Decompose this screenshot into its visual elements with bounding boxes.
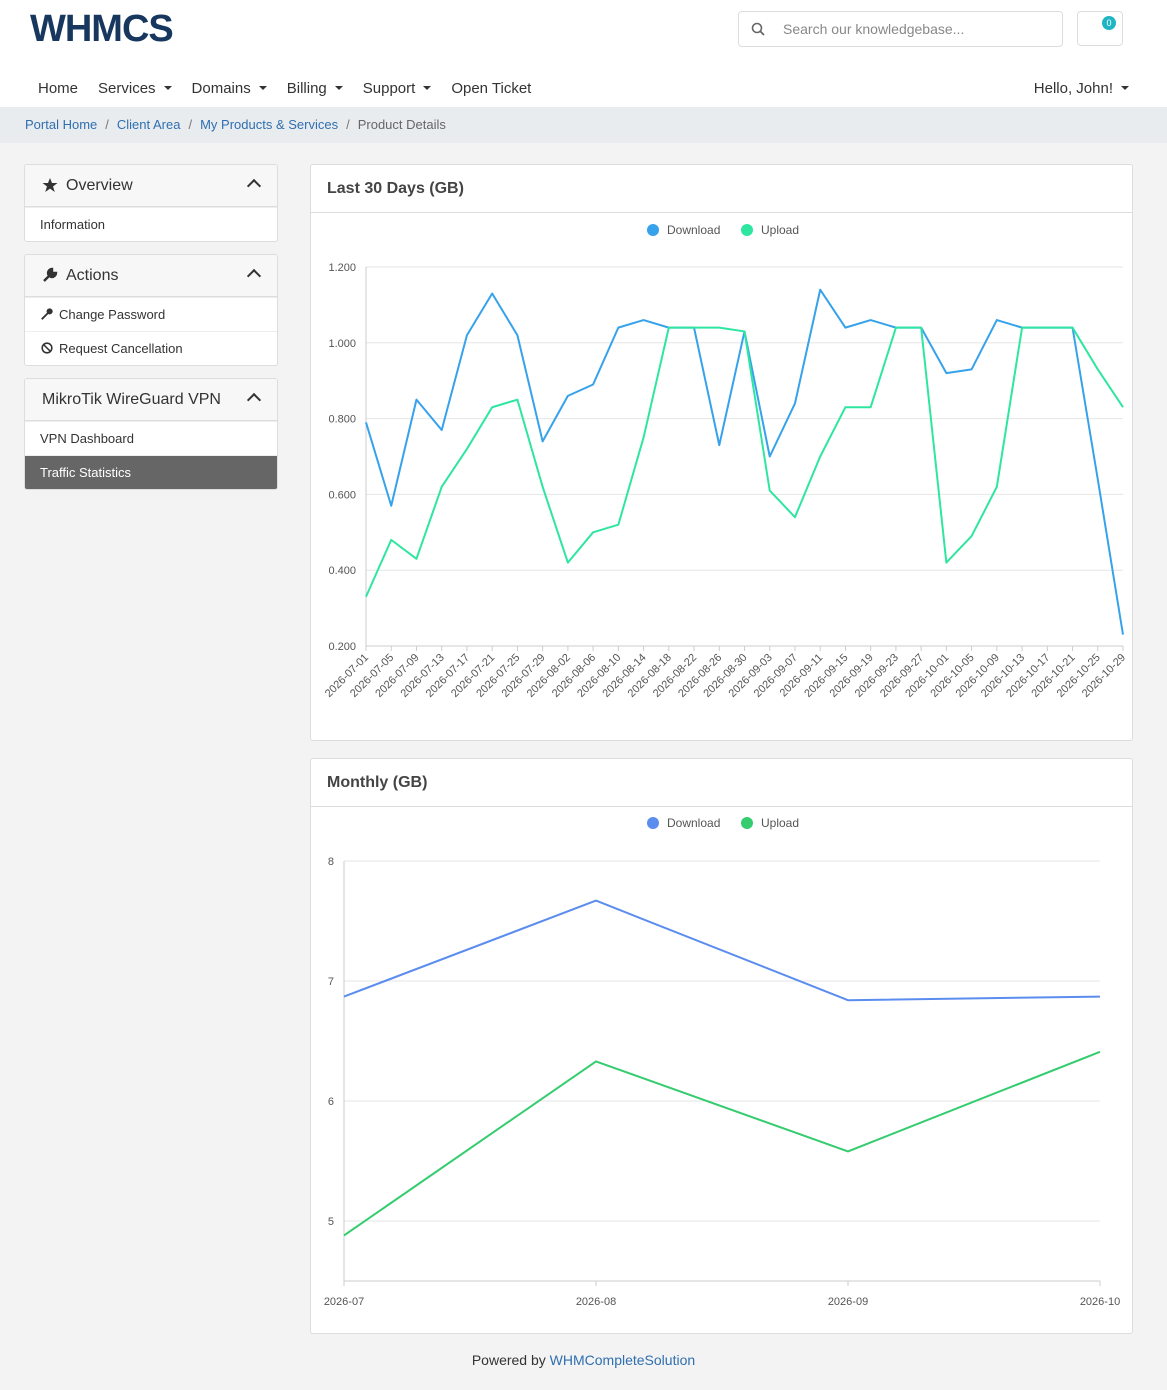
panel-title: MikroTik WireGuard VPN [42,391,221,408]
search-placeholder: Search our knowledgebase... [783,21,965,37]
y-tick-label: 0.400 [328,565,356,577]
breadcrumb-item[interactable]: My Products & Services [180,117,338,143]
collapse-chevron [246,392,262,408]
x-tick-label: 2026-07 [324,1296,364,1308]
nav-item[interactable]: Services [88,78,182,100]
item-label: Change Password [59,307,166,322]
user-menu[interactable]: Hello, John! [1034,78,1129,100]
breadcrumb-item[interactable]: Portal Home [25,117,98,132]
item-label: Information [40,217,106,232]
chart: 5 6 7 8 2026-07 2026-08 2026-09 2026-10 Download… [324,816,1120,1308]
panel-title: Actions [66,267,119,284]
star-icon [42,178,58,192]
search-box[interactable]: Search our knowledgebase... [738,11,1063,47]
wrench-icon [43,267,58,282]
ban-icon [41,342,53,354]
collapse-chevron [246,268,262,284]
item-label: VPN Dashboard [40,431,134,446]
legend-label: Upload [761,223,799,237]
sidebar-panel: MikroTik WireGuard VPN VPN Dashboard Traff… [24,378,278,490]
cart-button[interactable]: 0 [1077,11,1123,46]
y-tick-label: 5 [328,1216,334,1228]
card-title: Last 30 Days (GB) [311,165,1132,213]
legend-swatch [647,224,659,236]
footer-text: Powered by [471,1352,546,1368]
panel-header[interactable]: MikroTik WireGuard VPN [25,379,277,421]
panel-header[interactable]: Overview [25,165,277,207]
header: WHMCS Search our knowledgebase... 0 Home… [0,0,1167,107]
nav-item[interactable]: Support [353,78,442,100]
x-tick-label: 2026-08 [576,1296,616,1308]
panel-item[interactable]: VPN Dashboard [25,421,277,455]
panel-item[interactable]: Request Cancellation [25,331,277,365]
data-line [343,1050,1101,1237]
data-line [365,326,1124,598]
legend-label: Download [667,816,720,830]
collapse-chevron [246,178,262,194]
breadcrumb: Portal HomeClient AreaMy Products & Serv… [0,107,1167,143]
panel-title: Overview [66,177,133,194]
search-icon [751,22,765,36]
sidebar-panel: Overview Information [24,164,278,242]
breadcrumb-item: Product Details [338,117,446,143]
user-label: Hello, John! [1033,80,1113,97]
y-tick-label: 7 [328,976,334,988]
y-tick-label: 0.600 [328,489,356,501]
footer: Powered by WHMCompleteSolution [0,1352,1167,1368]
data-line [365,288,1124,635]
y-tick-label: 8 [328,856,334,868]
chart-card: Monthly (GB) 5 6 7 8 2026-07 2026-08 2026-09 20… [310,758,1133,1334]
chart-card: Last 30 Days (GB) 0.200 0.400 0.600 0.800 1.… [310,164,1133,741]
y-tick-label: 1.200 [328,262,356,274]
legend-label: Download [667,223,720,237]
y-tick-label: 1.000 [328,338,356,350]
legend-swatch [647,817,659,829]
panel-item[interactable]: Change Password [25,297,277,331]
x-tick-label: 2026-10 [1080,1296,1120,1308]
panel-item[interactable]: Traffic Statistics [25,455,277,489]
main-nav: Home Services Domains Billing Support Open Ti… [28,78,541,100]
card-title: Monthly (GB) [311,759,1132,807]
panel-header[interactable]: Actions [25,255,277,297]
item-label: Request Cancellation [59,341,183,356]
y-tick-label: 6 [328,1096,334,1108]
item-label: Traffic Statistics [40,465,132,480]
logo[interactable]: WHMCS [30,8,174,50]
y-tick-label: 0.800 [328,414,356,426]
nav-item[interactable]: Open Ticket [451,80,532,97]
legend-swatch [741,817,753,829]
sidebar-panel: Actions Change Password Request Cancellati… [24,254,278,366]
nav-item[interactable]: Home [38,80,79,97]
cart-count: 0 [1102,16,1116,30]
nav-item[interactable]: Domains [182,78,277,100]
legend-swatch [741,224,753,236]
y-tick-label: 0.200 [328,641,356,653]
breadcrumb-item[interactable]: Client Area [97,117,181,143]
key-icon [41,308,53,320]
panel-item[interactable]: Information [25,207,277,241]
chart: 0.2000.4000.6000.8001.0001.2002026-07-01… [323,223,1128,700]
legend-label: Upload [761,816,799,830]
nav-item[interactable]: Billing [277,78,353,100]
x-tick-label: 2026-09 [828,1296,868,1308]
data-line [343,899,1101,1002]
footer-link[interactable]: WHMCompleteSolution [549,1352,696,1368]
